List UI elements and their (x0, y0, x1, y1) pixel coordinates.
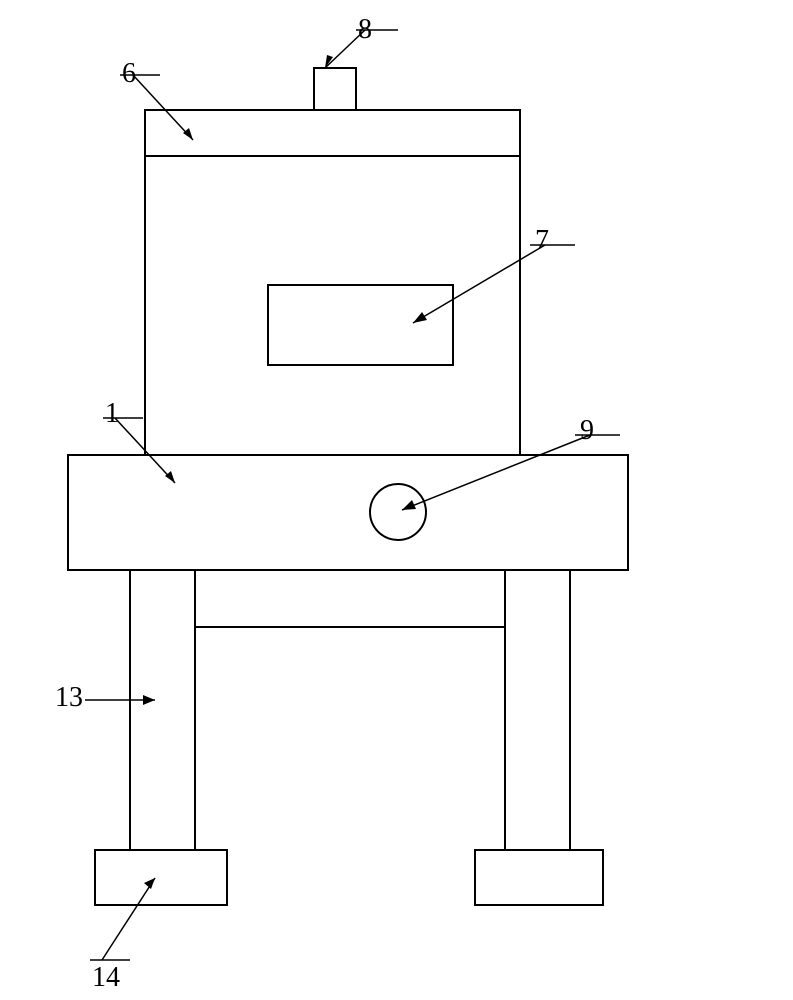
label-7: 7 (535, 225, 549, 257)
right-leg (505, 570, 570, 850)
part-13-left-leg (130, 570, 195, 850)
part-7 (268, 285, 453, 365)
leader-lines (85, 30, 620, 960)
right-foot (475, 850, 603, 905)
label-8: 8 (358, 14, 372, 46)
label-1: 1 (105, 398, 119, 430)
label-6: 6 (122, 58, 136, 90)
part-8 (314, 68, 356, 110)
part-9 (370, 484, 426, 540)
part-upper-box (145, 110, 520, 455)
part-1 (68, 455, 628, 570)
label-9: 9 (580, 415, 594, 447)
part-14-left-foot (95, 850, 227, 905)
label-13: 13 (55, 682, 83, 714)
label-14: 14 (92, 962, 120, 994)
shapes (68, 68, 628, 905)
diagram-canvas (0, 0, 793, 1000)
